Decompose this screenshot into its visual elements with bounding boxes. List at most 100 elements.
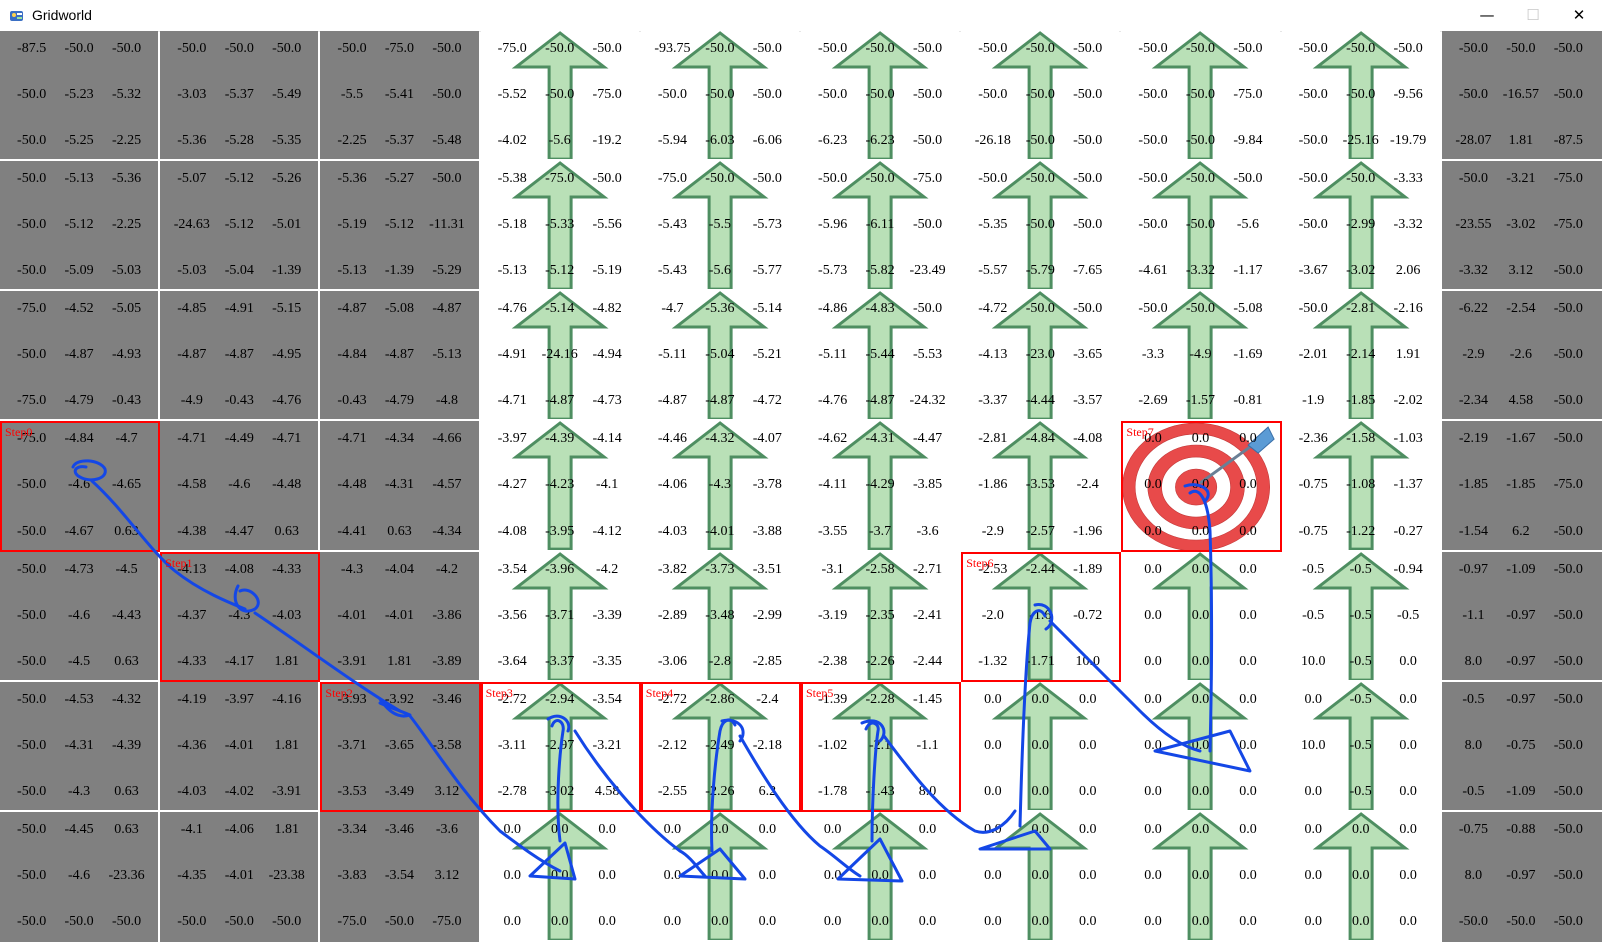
q-value-label: -0.81 xyxy=(1233,393,1263,409)
q-value-label: -2.28 xyxy=(865,691,895,707)
q-value-label: -3.1 xyxy=(821,561,844,577)
q-value-label: -75.0 xyxy=(1233,87,1263,103)
q-value-label: -50.0 xyxy=(1185,171,1216,187)
policy-up-arrow-icon xyxy=(1312,161,1410,290)
q-value-label: 0.0 xyxy=(823,914,842,930)
title-bar[interactable]: Gridworld — ☐ ✕ xyxy=(0,0,1602,32)
q-value-label: -4.06 xyxy=(224,821,254,837)
q-value-label: -4.08 xyxy=(497,523,527,539)
q-value-label: -2.01 xyxy=(1298,347,1328,363)
step-highlight-box xyxy=(1121,421,1282,552)
q-value-label: -0.43 xyxy=(111,393,142,409)
q-value-label: 0.0 xyxy=(1191,867,1210,883)
q-value-label: -4.44 xyxy=(1025,393,1055,409)
grid-cell: -4.7 -5.36 -5.14 -5.11 -5.04 -5.21 -4.87 -4.87 -… xyxy=(640,291,799,420)
q-value-label: -5.09 xyxy=(64,263,94,279)
q-value-label: 0.0 xyxy=(871,821,889,837)
minimize-button[interactable]: — xyxy=(1464,0,1510,31)
q-value-label: -3.32 xyxy=(1185,263,1216,279)
maximize-button[interactable]: ☐ xyxy=(1510,0,1556,31)
q-value-label: -50.0 xyxy=(865,87,895,103)
q-value-label: -0.97 xyxy=(1506,653,1536,669)
q-value-label: 0.0 xyxy=(1144,523,1162,539)
q-value-label: -3.97 xyxy=(497,431,527,447)
q-value-label: -50.0 xyxy=(432,40,462,56)
q-value-label: -5.14 xyxy=(752,301,782,317)
q-value-label: -5.43 xyxy=(657,217,688,233)
q-value-label: 0.0 xyxy=(1078,691,1097,707)
q-value-label: -50.0 xyxy=(1298,40,1328,56)
q-value-label: -50.0 xyxy=(1553,301,1583,317)
q-value-label: -3.02 xyxy=(1506,217,1536,233)
q-value-label: -3.78 xyxy=(752,477,782,493)
q-value-label: -50.0 xyxy=(1393,40,1423,56)
q-value-label: -1.39 xyxy=(272,263,302,279)
q-value-label: -3.71 xyxy=(545,607,575,623)
q-value-label: -1.86 xyxy=(978,477,1008,493)
q-value-label: -6.03 xyxy=(705,133,735,149)
q-value-label: 0.0 xyxy=(1078,867,1097,883)
q-value-label: -75.0 xyxy=(17,393,47,409)
policy-up-arrow-icon xyxy=(831,291,929,420)
q-value-label: 0.0 xyxy=(1239,691,1257,707)
q-value-label: -4.34 xyxy=(384,431,415,447)
q-value-label: -6.11 xyxy=(865,217,895,233)
q-value-label: -4.72 xyxy=(752,393,782,409)
q-value-label: -4.14 xyxy=(592,431,622,447)
q-value-label: -4.49 xyxy=(224,431,254,447)
q-value-label: -2.14 xyxy=(1346,347,1376,363)
q-value-label: -50.0 xyxy=(592,171,622,187)
q-value-label: -4.01 xyxy=(384,607,415,623)
q-value-label: -4.93 xyxy=(111,347,142,363)
q-value-label: -4.01 xyxy=(705,523,735,539)
q-value-label: 0.0 xyxy=(1304,867,1322,883)
q-value-label: -1.37 xyxy=(1393,477,1423,493)
q-value-label: -4.6 xyxy=(68,867,91,883)
app-icon xyxy=(10,11,23,21)
q-value-label: -3.35 xyxy=(592,653,622,669)
q-value-label: 0.0 xyxy=(1191,653,1210,669)
q-value-label: 0.0 xyxy=(1144,737,1162,753)
q-value-label: 0.0 xyxy=(1144,607,1162,623)
q-value-label: -3.54 xyxy=(497,561,527,577)
q-value-label: -4.87 xyxy=(865,393,895,409)
q-value-label: 1.81 xyxy=(274,737,299,753)
policy-up-arrow-icon xyxy=(1312,551,1410,680)
maximize-icon: ☐ xyxy=(1526,6,1540,24)
q-value-label: -50.0 xyxy=(1073,133,1103,149)
grid-cell: -50.0 -50.0 -50.0 -50.0 -50.0 -9.56 -50.0 -25.1… xyxy=(1281,31,1440,160)
q-value-label: -2.53 xyxy=(978,561,1008,577)
q-value-label: -4.76 xyxy=(818,393,848,409)
q-value-label: 0.0 xyxy=(1144,431,1162,447)
q-value-label: -50.0 xyxy=(111,914,142,930)
q-value-label: -4.17 xyxy=(224,653,254,669)
grid-cell: 0.0 0.0 0.0 0.0 0.0 0.0 0.0 0.0 0.0 xyxy=(1281,811,1440,942)
q-value-label: -5.28 xyxy=(224,133,254,149)
wall-cell: -50.0 -50.0 -50.0 -50.0 -16.57 -50.0 -28.07 1.8… xyxy=(1441,31,1602,160)
wall-cell: -50.0 -50.0 -50.0 -3.03 -5.37 -5.49 -5.36 -5.28… xyxy=(160,31,319,160)
q-value-label: -1.85 xyxy=(1506,477,1536,493)
q-value-label: 3.12 xyxy=(1508,263,1534,279)
q-value-label: -1.08 xyxy=(1346,477,1376,493)
grid-cell: -75.0 -50.0 -50.0 -5.43 -5.5 -5.73 -5.43 -5.6 -5… xyxy=(640,161,799,290)
q-value-label: -2.8 xyxy=(708,653,731,669)
gridworld-canvas[interactable]: -87.5 -50.0 -50.0 -50.0 -5.23 -5.32 -50.0 -5.25… xyxy=(0,31,1602,942)
policy-up-arrow-icon xyxy=(1152,31,1249,160)
q-value-label: -50.0 xyxy=(224,914,254,930)
close-button[interactable]: ✕ xyxy=(1556,0,1602,31)
q-value-label: -50.0 xyxy=(1458,40,1489,56)
q-value-label: 0.0 xyxy=(1304,691,1322,707)
wall-cell: -50.0 -5.13 -5.36 -50.0 -5.12 -2.25 -50.0 -5.09… xyxy=(0,161,159,290)
q-value-label: -50.0 xyxy=(1346,87,1376,103)
q-value-label: -1.85 xyxy=(1346,393,1376,409)
q-value-label: -50.0 xyxy=(978,87,1008,103)
q-value-label: -4.03 xyxy=(177,783,207,799)
q-value-label: 0.0 xyxy=(1239,431,1257,447)
q-value-label: -0.5 xyxy=(1302,561,1325,577)
q-value-label: -26.18 xyxy=(974,133,1011,149)
q-value-label: -4.87 xyxy=(657,393,688,409)
grid-cell: -3.97 -4.39 -4.14 -4.27 -4.23 -4.1 -4.08 -3.95 -… xyxy=(480,421,639,550)
q-value-label: -50.0 xyxy=(1346,40,1376,56)
q-value-label: -1.22 xyxy=(1346,523,1376,539)
step-label: Step3 xyxy=(485,685,513,700)
